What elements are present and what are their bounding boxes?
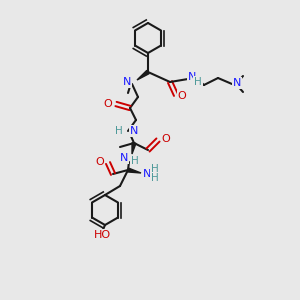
Polygon shape (132, 142, 136, 154)
Text: H: H (115, 126, 123, 136)
Polygon shape (137, 70, 149, 80)
Text: O: O (103, 99, 112, 109)
Text: O: O (96, 157, 104, 167)
Text: N: N (123, 77, 131, 87)
Text: H: H (194, 77, 202, 87)
Text: N: N (143, 169, 151, 179)
Text: N: N (120, 153, 128, 163)
Text: N: N (188, 72, 196, 82)
Text: HO: HO (93, 230, 111, 240)
Text: O: O (162, 134, 170, 144)
Text: N: N (130, 126, 138, 136)
Text: H: H (131, 156, 139, 166)
Text: H: H (151, 164, 159, 174)
Polygon shape (128, 168, 141, 173)
Text: H: H (151, 173, 159, 183)
Text: O: O (178, 91, 186, 101)
Text: N: N (233, 78, 241, 88)
